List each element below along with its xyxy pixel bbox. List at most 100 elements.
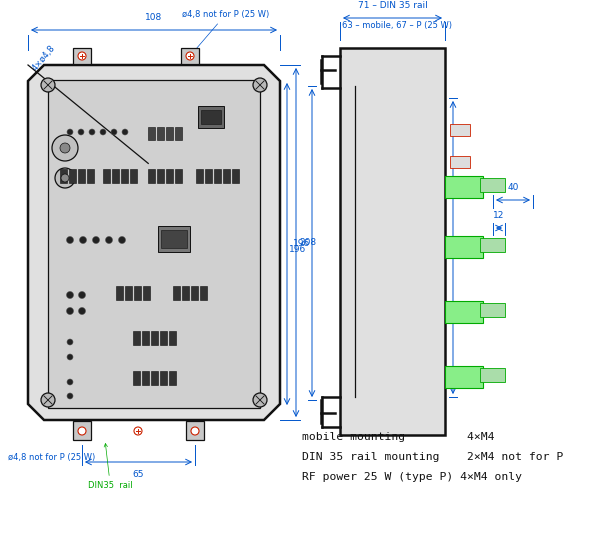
- Circle shape: [89, 129, 95, 135]
- Bar: [169, 371, 176, 385]
- Bar: [480, 368, 505, 382]
- Bar: [205, 169, 212, 183]
- Text: 196: 196: [293, 239, 310, 248]
- Circle shape: [105, 236, 112, 243]
- Bar: [445, 236, 483, 258]
- Bar: [148, 169, 155, 183]
- Bar: [232, 169, 239, 183]
- Text: 65: 65: [132, 470, 144, 479]
- Bar: [134, 286, 141, 300]
- Bar: [160, 331, 167, 345]
- Circle shape: [78, 52, 86, 60]
- Bar: [130, 169, 137, 183]
- Circle shape: [61, 174, 69, 182]
- Bar: [445, 366, 483, 388]
- Bar: [143, 286, 150, 300]
- Bar: [116, 286, 123, 300]
- Circle shape: [134, 427, 142, 435]
- Bar: [175, 127, 182, 140]
- Text: 4×ø4,8: 4×ø4,8: [30, 43, 57, 72]
- Text: 12: 12: [493, 211, 505, 220]
- Text: 63 – mobile, 67 – P (25 W): 63 – mobile, 67 – P (25 W): [342, 21, 452, 30]
- Bar: [223, 169, 230, 183]
- Circle shape: [191, 427, 199, 435]
- Bar: [151, 371, 158, 385]
- Circle shape: [67, 379, 73, 385]
- Bar: [169, 331, 176, 345]
- Polygon shape: [186, 421, 204, 440]
- Bar: [340, 48, 445, 435]
- Bar: [112, 169, 119, 183]
- Bar: [142, 331, 149, 345]
- Text: 208: 208: [299, 238, 316, 247]
- Text: mobile mounting         4×M4: mobile mounting 4×M4: [302, 432, 495, 442]
- Polygon shape: [181, 48, 199, 64]
- Text: 184: 184: [455, 243, 472, 252]
- Bar: [166, 127, 173, 140]
- Bar: [480, 303, 505, 317]
- Circle shape: [67, 339, 73, 345]
- Polygon shape: [28, 65, 280, 420]
- Circle shape: [253, 393, 267, 407]
- Circle shape: [78, 308, 86, 315]
- Text: ø4,8 not for P (25 W): ø4,8 not for P (25 W): [8, 453, 95, 462]
- Bar: [173, 286, 180, 300]
- Text: 71 – DIN 35 rail: 71 – DIN 35 rail: [358, 1, 428, 10]
- Circle shape: [78, 292, 86, 299]
- Bar: [175, 169, 182, 183]
- Bar: [157, 169, 164, 183]
- Circle shape: [52, 135, 78, 161]
- Bar: [196, 169, 203, 183]
- Polygon shape: [73, 421, 91, 440]
- Circle shape: [67, 129, 73, 135]
- Bar: [60, 169, 67, 183]
- Circle shape: [122, 129, 128, 135]
- Circle shape: [253, 78, 267, 92]
- Circle shape: [66, 292, 74, 299]
- Circle shape: [78, 129, 84, 135]
- Bar: [87, 169, 94, 183]
- Bar: [142, 371, 149, 385]
- Bar: [182, 286, 189, 300]
- Bar: [158, 226, 190, 252]
- Bar: [133, 371, 140, 385]
- Bar: [125, 286, 132, 300]
- Bar: [166, 169, 173, 183]
- Text: ø4,8 not for P (25 W): ø4,8 not for P (25 W): [182, 10, 269, 53]
- Bar: [480, 238, 505, 252]
- Polygon shape: [73, 48, 91, 64]
- Circle shape: [100, 129, 106, 135]
- Bar: [121, 169, 128, 183]
- Text: DIN35  rail: DIN35 rail: [88, 443, 133, 490]
- Circle shape: [111, 129, 117, 135]
- Bar: [148, 127, 155, 140]
- Text: 40: 40: [507, 183, 518, 192]
- Circle shape: [66, 308, 74, 315]
- Circle shape: [118, 236, 126, 243]
- Bar: [445, 301, 483, 323]
- Circle shape: [60, 143, 70, 153]
- Text: DIN 35 rail mounting    2×M4 not for P: DIN 35 rail mounting 2×M4 not for P: [302, 452, 563, 462]
- Text: RF power 25 W (type P) 4×M4 only: RF power 25 W (type P) 4×M4 only: [302, 472, 522, 482]
- Bar: [160, 371, 167, 385]
- Circle shape: [78, 427, 86, 435]
- Polygon shape: [48, 80, 260, 408]
- Bar: [198, 106, 224, 128]
- Bar: [450, 124, 470, 136]
- Text: 196: 196: [289, 244, 306, 254]
- Bar: [214, 169, 221, 183]
- Text: 108: 108: [145, 13, 163, 22]
- Bar: [133, 331, 140, 345]
- Bar: [191, 286, 198, 300]
- Circle shape: [67, 393, 73, 399]
- Bar: [200, 286, 207, 300]
- Circle shape: [41, 393, 55, 407]
- Bar: [480, 178, 505, 192]
- Circle shape: [55, 168, 75, 188]
- Bar: [151, 331, 158, 345]
- Bar: [201, 110, 221, 124]
- Bar: [78, 169, 85, 183]
- Bar: [445, 176, 483, 198]
- Circle shape: [41, 78, 55, 92]
- Circle shape: [93, 236, 99, 243]
